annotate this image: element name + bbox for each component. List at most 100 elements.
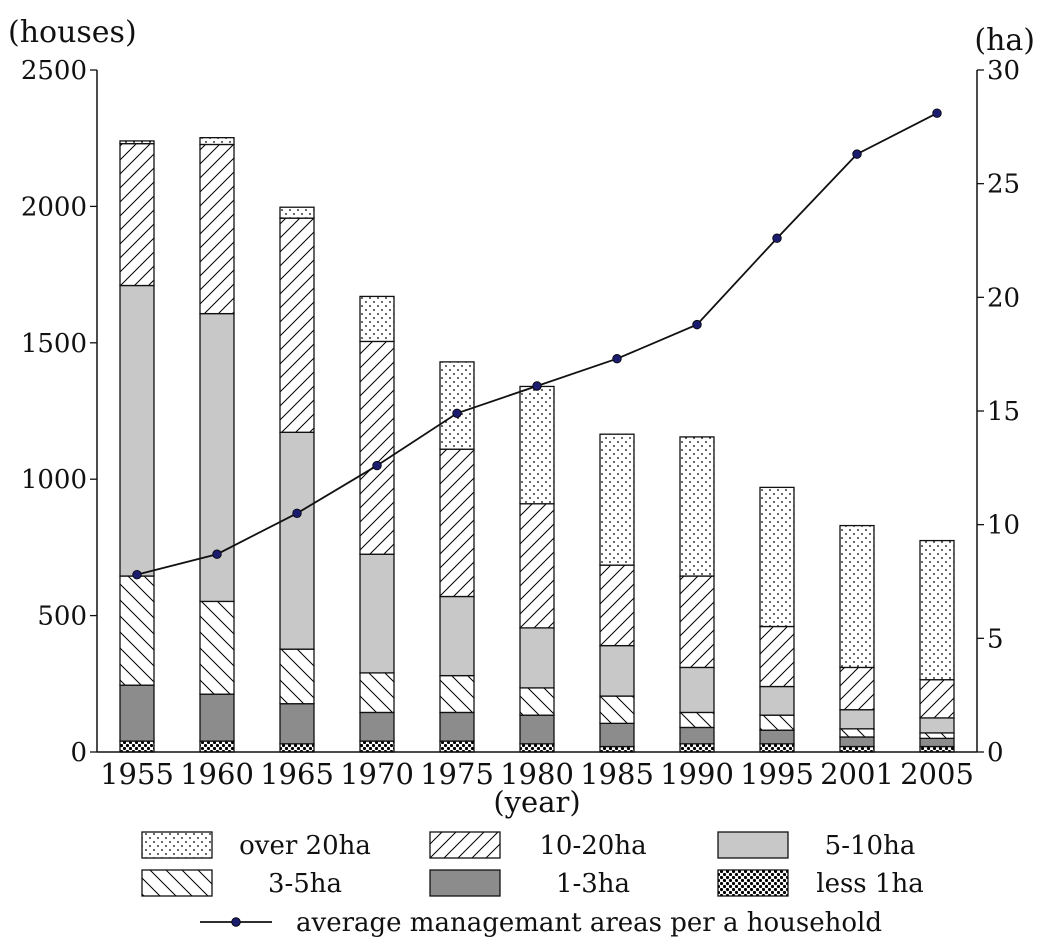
bar-segment-1955-s4 [119,143,155,287]
bar-segment-1975-s0 [439,740,475,753]
x-tick-label-1960: 1960 [180,757,254,791]
bar-segment-1965-s5 [279,206,315,219]
legend-label-3-5ha: 3-5ha [268,869,342,899]
bar-segment-1965-s1 [279,703,315,745]
bar-segment-1975-s1 [439,711,475,742]
bar-segment-1970-s5 [359,295,395,343]
bar-segment-1995-s1 [759,729,795,745]
bar-segment-1985-s2 [599,695,635,725]
average-area-point-1965 [292,508,302,519]
bar-segment-2001-s1 [839,736,875,748]
bar-segment-1975-s3 [439,595,475,677]
bar-segment-1965-s2 [279,648,315,705]
right-axis-unit: (ha) [974,23,1035,58]
bar-segment-1980-s5 [519,385,555,505]
legend-swatch-10-20ha [429,831,501,859]
legend-label-1-3ha: 1-3ha [556,869,630,899]
right-tick-label-5: 5 [987,624,1004,654]
bar-segment-1990-s5 [679,436,715,577]
bar-segment-1995-s2 [759,714,795,731]
bar-segment-1990-s0 [679,743,715,753]
legend-swatch-5-10ha [717,831,789,859]
x-tick-label-2001: 2001 [820,757,894,791]
bar-segment-2005-s1 [919,737,955,748]
x-tick-label-1995: 1995 [740,757,814,791]
bar-segment-1985-s3 [599,644,635,697]
bar-segment-1960-s1 [199,693,235,742]
left-tick-label-2500: 2500 [21,56,87,86]
bar-segment-2005-s3 [919,717,955,734]
bar-segment-1980-s4 [519,503,555,629]
bar-segment-1955-s5 [119,140,155,145]
x-tick-label-1990: 1990 [660,757,734,791]
bar-segment-1985-s5 [599,433,635,566]
bar-segment-1955-s0 [119,740,155,753]
bar-segment-1980-s1 [519,714,555,745]
right-tick-label-15: 15 [987,397,1020,427]
legend-swatch-3-5ha [141,869,213,897]
legend-swatch-1-3ha [429,869,501,897]
bar-segment-2005-s5 [919,539,955,681]
bar-segment-1975-s2 [439,674,475,714]
legend-line-marker [231,917,241,927]
bar-segment-1965-s0 [279,743,315,753]
bar-segment-1955-s2 [119,575,155,686]
x-tick-label-1975: 1975 [420,757,494,791]
right-tick-label-20: 20 [987,283,1020,313]
bar-segment-2001-s4 [839,666,875,711]
bar-segment-1995-s0 [759,743,795,753]
left-tick-label-1000: 1000 [21,465,87,495]
bar-segment-1970-s3 [359,553,395,674]
bar-segment-1975-s5 [439,361,475,450]
x-tick-label-1955: 1955 [100,757,174,791]
average-area-point-1980 [532,381,542,391]
left-tick-label-2000: 2000 [21,192,87,222]
bar-segment-1960-s4 [199,143,235,315]
average-area-point-1985 [612,354,622,364]
left-tick-label-0: 0 [70,738,87,768]
bar-segment-1965-s3 [279,431,315,650]
bar-segment-2001-s2 [839,728,875,738]
x-tick-label-1985: 1985 [580,757,654,791]
average-area-point-1955 [132,569,142,580]
average-area-point-1990 [692,319,702,330]
legend-swatch-less-1ha [717,869,789,897]
bar-segment-2001-s0 [839,745,875,753]
right-tick-label-25: 25 [987,170,1020,200]
bar-segment-2001-s5 [839,524,875,669]
average-area-point-2001 [852,149,862,159]
x-tick-label-2005: 2005 [900,757,974,791]
average-area-point-2005 [932,108,942,118]
bar-segment-1980-s3 [519,627,555,689]
bar-segment-1980-s2 [519,687,555,716]
bar-segment-1970-s1 [359,711,395,742]
legend-line-label: average managemant areas per a household [296,908,882,938]
bar-segment-1955-s3 [119,284,155,577]
bar-segment-1985-s0 [599,745,635,753]
average-area-point-1970 [372,460,382,471]
bar-segment-1970-s4 [359,340,395,555]
legend-label-less-1ha: less 1ha [816,869,923,899]
left-axis-unit: (houses) [8,15,137,50]
bar-segment-2001-s3 [839,709,875,730]
average-area-point-1995 [772,233,782,243]
legend-label-over-20ha: over 20ha [239,831,371,861]
bar-segment-1995-s4 [759,625,795,688]
bar-segment-1970-s0 [359,740,395,753]
bar-segment-1970-s2 [359,672,395,714]
bar-segment-1980-s0 [519,743,555,753]
bar-segment-1985-s4 [599,564,635,647]
bar-segment-1975-s4 [439,448,475,598]
x-tick-label-1980: 1980 [500,757,574,791]
right-tick-label-10: 10 [987,511,1020,541]
x-tick-label-1965: 1965 [260,757,334,791]
bar-segment-1995-s3 [759,685,795,716]
right-tick-label-30: 30 [987,56,1020,86]
bar-segment-1955-s1 [119,684,155,742]
bar-segment-2005-s0 [919,745,955,753]
bar-segment-1990-s1 [679,726,715,745]
left-tick-label-500: 500 [37,602,87,632]
left-tick-label-1500: 1500 [21,329,87,359]
bar-segment-1995-s5 [759,486,795,628]
